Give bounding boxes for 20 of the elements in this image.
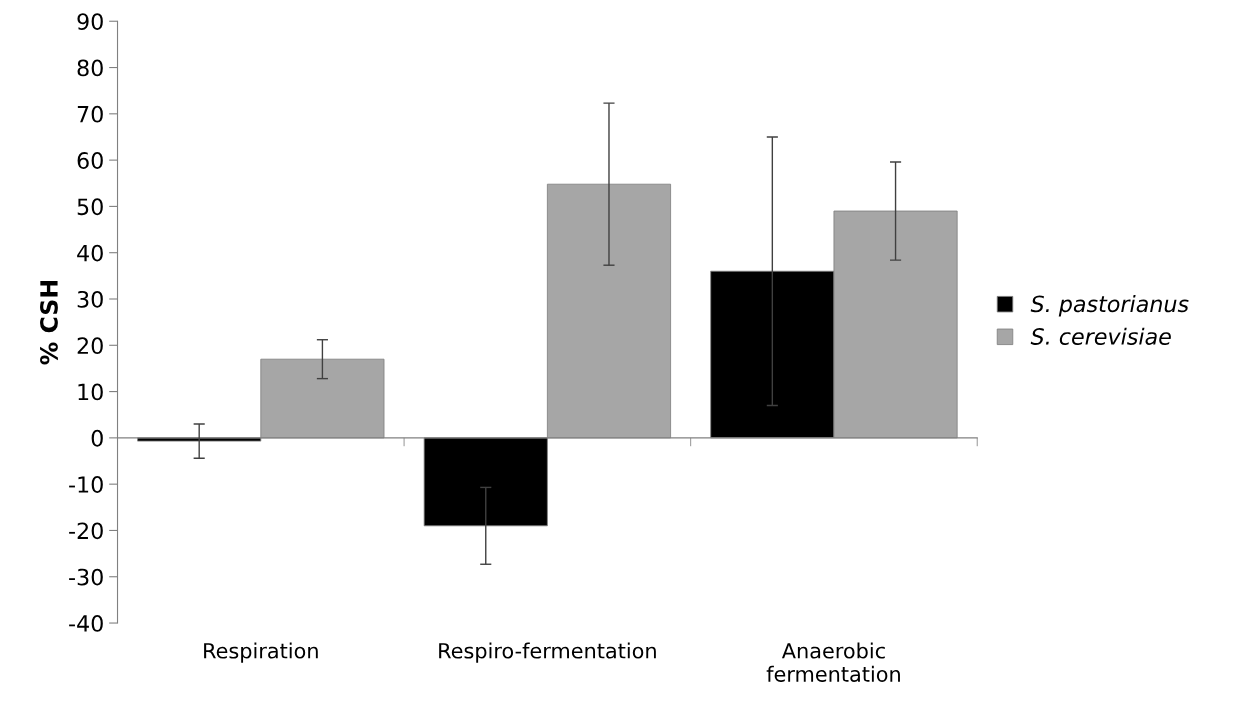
legend-label: S. pastorianus	[1030, 295, 1189, 317]
legend-label: S. cerevisiae	[1030, 327, 1171, 345]
y-tick-label: 90	[77, 13, 103, 30]
y-tick-label: 0	[91, 429, 103, 447]
x-tick-label: Respiration	[204, 642, 318, 663]
y-tick-label: 50	[77, 198, 103, 216]
y-tick-label: -40	[69, 614, 103, 632]
y-tick-label: 60	[77, 152, 103, 169]
y-tick-label: 70	[77, 105, 103, 123]
y-tick-label: 30	[77, 290, 103, 308]
y-tick-label: 80	[77, 59, 103, 77]
x-tick-label: Respiro-fermentation	[439, 642, 656, 663]
y-tick-label: 40	[77, 244, 103, 262]
y-tick-label: -20	[69, 522, 103, 540]
y-tick-label: -10	[69, 476, 103, 493]
y-tick-label: -30	[69, 568, 103, 586]
y-tick-label: 20	[77, 337, 103, 355]
x-tick-label: Anaerobic fermentation	[766, 642, 900, 682]
y-tick-label: 10	[78, 383, 103, 401]
y-axis-title: % CSH	[40, 281, 58, 365]
